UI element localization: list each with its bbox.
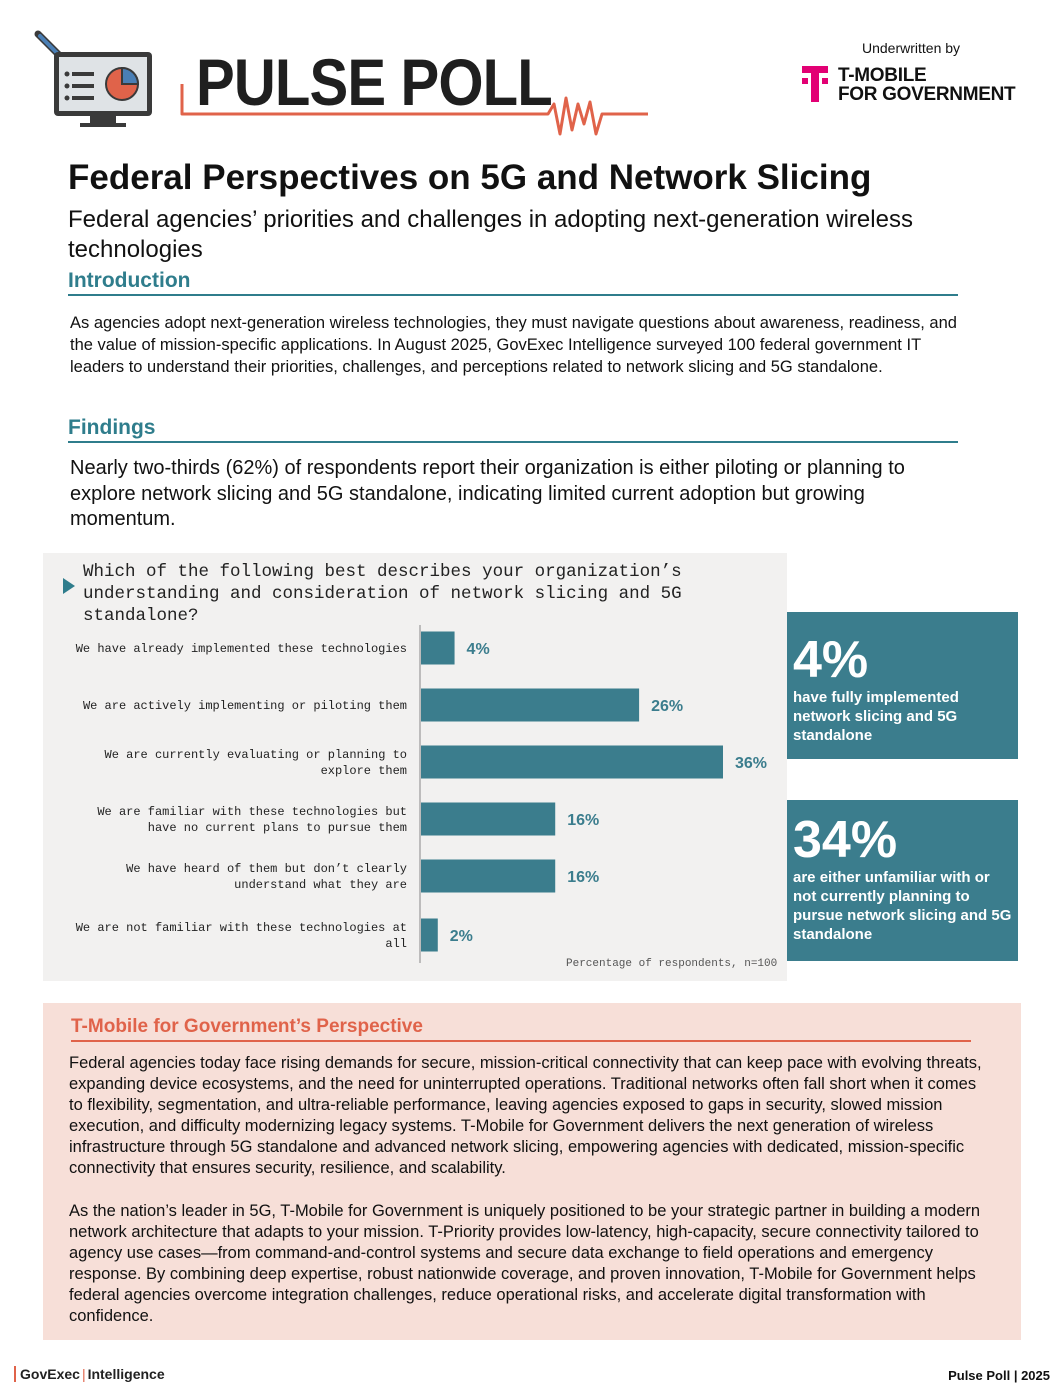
page-title: Federal Perspectives on 5G and Network S… xyxy=(68,158,872,197)
chart-category-label: all xyxy=(385,937,407,951)
chart-bar xyxy=(421,859,556,893)
chart-category-label: We are actively implementing or piloting… xyxy=(83,699,407,713)
sponsor-name: T-MOBILE FOR GOVERNMENT xyxy=(838,65,1016,105)
chart-category-label: We are currently evaluating or planning … xyxy=(105,748,407,762)
findings-heading: Findings xyxy=(68,416,156,439)
introduction-heading: Introduction xyxy=(68,269,191,292)
chart-bar xyxy=(421,802,556,836)
findings-text: Nearly two-thirds (62%) of respondents r… xyxy=(70,457,905,530)
chart-bar xyxy=(421,745,723,779)
footer-brand-separator: | xyxy=(81,1366,86,1382)
stat-description: are either unfamiliar with or not curren… xyxy=(793,869,1012,943)
chart-category-label: have no current plans to pursue them xyxy=(148,821,407,835)
chart-data-label: 16% xyxy=(567,869,599,886)
perspective-panel xyxy=(43,1003,1021,1340)
stat-description: have fully implemented network slicing a… xyxy=(793,689,959,744)
chart-bar xyxy=(421,688,640,722)
introduction-text: As agencies adopt next-generation wirele… xyxy=(70,314,957,376)
chart-category-label: explore them xyxy=(321,764,407,778)
chart-data-label: 36% xyxy=(735,755,767,772)
stat-number: 4% xyxy=(793,631,869,689)
chart-category-label: We are not familiar with these technolog… xyxy=(76,921,407,935)
sponsor-line-1: T-MOBILE xyxy=(838,65,927,86)
perspective-paragraph-2: As the nation’s leader in 5G, T-Mobile f… xyxy=(69,1202,981,1325)
play-arrow-icon xyxy=(63,578,75,594)
stat-number: 34% xyxy=(793,811,898,869)
chart-data-label: 26% xyxy=(651,698,683,715)
chart-bar xyxy=(421,918,438,952)
chart-category-label: We are familiar with these technologies … xyxy=(97,805,407,819)
chart-data-label: 4% xyxy=(467,641,490,658)
stat-box-unfamiliar: 34% are either unfamiliar with or not cu… xyxy=(787,800,1018,961)
heartbeat-line-icon xyxy=(180,84,648,136)
bar-chart: 4% We have already implemented these tech… xyxy=(76,625,767,963)
perspective-heading: T-Mobile for Government’s Perspective xyxy=(71,1016,423,1037)
page-subtitle: Federal agencies’ priorities and challen… xyxy=(68,206,913,263)
stat-box-implemented: 4% have fully implemented network slicin… xyxy=(787,612,1018,759)
perspective-paragraph-1: Federal agencies today face rising deman… xyxy=(69,1054,982,1177)
perspective-divider xyxy=(71,1040,971,1042)
pulse-poll-title: PULSE POLL xyxy=(196,45,553,119)
chart-category-label: We have heard of them but don’t clearly xyxy=(126,862,407,876)
findings-divider xyxy=(68,441,958,443)
chart-data-label: 2% xyxy=(450,928,473,945)
computer-monitor-chart-icon xyxy=(34,30,152,127)
footer-brand: GovExec | Intelligence xyxy=(14,1366,165,1382)
introduction-divider xyxy=(68,294,958,296)
chart-category-label: We have already implemented these techno… xyxy=(76,642,407,656)
chart-bar xyxy=(421,631,455,665)
chart-data-label: 16% xyxy=(567,812,599,829)
chart-question: Which of the following best describes yo… xyxy=(83,562,682,626)
footer-brand-intelligence: Intelligence xyxy=(87,1366,165,1382)
footer-page-label: Pulse Poll | 2025 xyxy=(948,1368,1050,1383)
footer-brand-govexec: GovExec xyxy=(14,1366,80,1382)
underwritten-label: Underwritten by xyxy=(862,40,961,56)
chart-note: Percentage of respondents, n=100 xyxy=(566,958,778,970)
chart-category-label: understand what they are xyxy=(234,878,407,892)
t-mobile-logo-icon xyxy=(802,66,828,102)
sponsor-line-2: FOR GOVERNMENT xyxy=(838,84,1016,105)
